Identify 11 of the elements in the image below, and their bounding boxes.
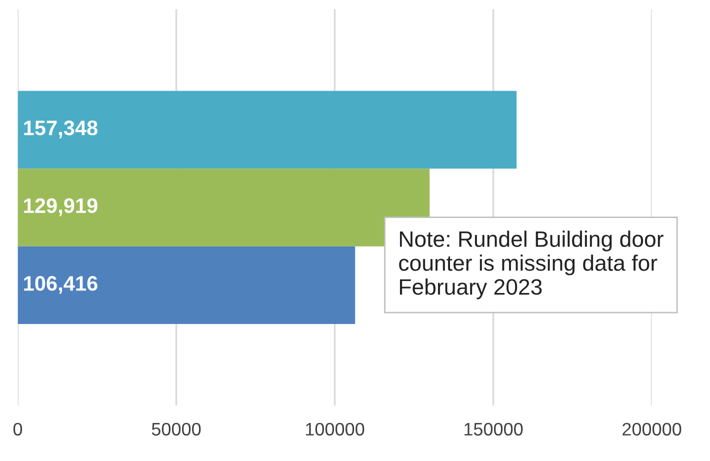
x-tick-label: 100000 (306, 422, 364, 436)
x-tick-label: 0 (13, 422, 22, 436)
data-label: 106,416 (24, 276, 98, 294)
x-tick-label: 200000 (622, 422, 682, 436)
x-tick-label: 150000 (464, 422, 523, 436)
data-label: 157,348 (24, 120, 98, 138)
x-tick-label: 50000 (152, 422, 201, 436)
data-label: 129,919 (24, 198, 98, 216)
annotation: Note: Rundel Building door counter is missing data for February 2023 (399, 230, 664, 300)
bar (18, 246, 356, 324)
bar (18, 90, 517, 169)
